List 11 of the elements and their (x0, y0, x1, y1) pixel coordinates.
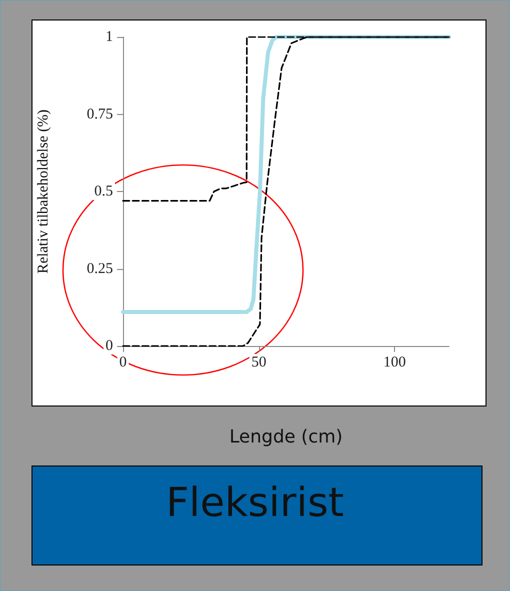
x-axis-title: Lengde (cm) (229, 426, 343, 448)
x-tick-label: 0 (119, 354, 127, 370)
y-tick-label: 0 (106, 338, 113, 354)
y-tick-label: 0.25 (86, 260, 113, 277)
y-tick-label: 1 (106, 29, 113, 45)
x-tick-label: 50 (251, 354, 266, 370)
x-tick-label: 100 (383, 354, 406, 370)
y-axis-title: Relativ tilbakeholdelse (%) (36, 109, 52, 274)
y-tick-label: 0.75 (86, 106, 113, 122)
y-tick-label: 0.5 (94, 184, 113, 200)
text: Fleksirist (166, 480, 344, 526)
